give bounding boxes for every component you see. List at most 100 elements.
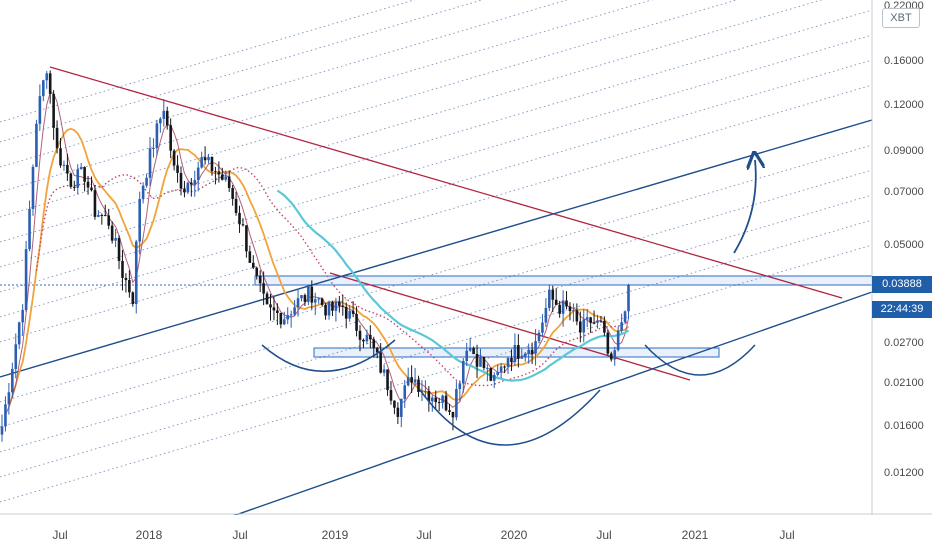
candle-body xyxy=(389,390,393,401)
channel-dotted-line xyxy=(0,169,873,428)
x-axis-bg xyxy=(0,515,932,550)
candle-body xyxy=(24,249,28,310)
candle-body xyxy=(382,369,386,373)
candle-body xyxy=(468,348,472,351)
resistance-box xyxy=(254,275,873,286)
candle-body xyxy=(372,339,376,349)
candle-body xyxy=(117,238,121,261)
y-tick-label: 0.12000 xyxy=(884,99,924,111)
candle-body xyxy=(121,260,124,278)
candle-body xyxy=(596,320,599,323)
candle-body xyxy=(413,379,417,383)
candle-body xyxy=(245,225,248,252)
x-tick-label: Jul xyxy=(52,528,67,542)
candle-body xyxy=(403,385,407,399)
candle-body xyxy=(169,125,172,151)
candle-body xyxy=(627,284,630,312)
candle-body xyxy=(616,330,620,351)
candle-body xyxy=(97,214,100,217)
candle-body xyxy=(444,395,448,411)
candle-body xyxy=(86,181,90,188)
candle-body xyxy=(190,182,193,185)
candle-body xyxy=(534,341,537,354)
candle-body xyxy=(234,198,238,213)
channel-dotted-line xyxy=(0,0,569,168)
candle-body xyxy=(272,307,276,311)
candle-body xyxy=(496,371,499,375)
candle-body xyxy=(128,280,131,293)
candle-body xyxy=(62,164,66,166)
candle-body xyxy=(365,334,369,342)
y-tick-label: 0.05000 xyxy=(884,239,924,251)
candle-body xyxy=(451,411,455,418)
candles xyxy=(0,70,630,442)
candle-body xyxy=(348,310,351,319)
channel-dotted-line xyxy=(0,0,738,218)
support-resistance-boxes xyxy=(0,275,873,358)
candle-body xyxy=(489,367,493,381)
symbol-badge: XBT xyxy=(882,8,920,28)
candle-body xyxy=(313,299,317,303)
candle-body xyxy=(35,123,38,167)
candle-body xyxy=(210,156,214,172)
candle-body xyxy=(599,320,603,322)
candle-body xyxy=(417,379,420,392)
candle-body xyxy=(293,307,296,315)
candle-body xyxy=(544,307,548,323)
candle-body xyxy=(465,350,469,361)
candle-body xyxy=(66,164,69,174)
channel-dotted-line xyxy=(0,0,654,193)
pattern-annotations xyxy=(261,160,756,446)
y-tick-label: 0.07000 xyxy=(884,186,924,198)
candle-body xyxy=(448,410,451,412)
candle-body xyxy=(331,301,334,311)
candle-body xyxy=(499,366,503,372)
candle-body xyxy=(475,354,479,367)
candle-body xyxy=(527,349,530,354)
candle-body xyxy=(282,319,286,325)
channel-dotted-line xyxy=(0,194,873,453)
ma-cyan-line xyxy=(276,189,630,382)
candle-body xyxy=(258,275,262,284)
y-tick-label: 0.16000 xyxy=(884,55,924,67)
candle-body xyxy=(276,310,279,313)
candle-body xyxy=(320,298,324,305)
candle-body xyxy=(455,389,458,418)
y-tick-label: 0.01200 xyxy=(884,467,924,479)
candle-body xyxy=(4,404,7,427)
candle-body xyxy=(217,171,221,175)
candle-body xyxy=(28,208,31,250)
candle-body xyxy=(327,301,331,316)
candle-body xyxy=(410,377,413,383)
candle-body xyxy=(430,397,434,402)
candle-body xyxy=(69,173,73,187)
right-shoulder-arc xyxy=(644,344,756,376)
candle-body xyxy=(289,314,293,316)
candle-body xyxy=(589,317,592,323)
x-tick-label: 2020 xyxy=(501,528,528,542)
candle-body xyxy=(572,310,575,312)
candle-body xyxy=(296,298,300,308)
descending-trendline-inner xyxy=(329,272,691,381)
x-tick-label: 2018 xyxy=(136,528,163,542)
candle-body xyxy=(186,182,190,193)
candle-body xyxy=(592,322,596,324)
candle-body xyxy=(510,357,513,362)
candle-body xyxy=(79,167,83,170)
candle-body xyxy=(145,177,148,186)
candle-body xyxy=(155,123,159,148)
candle-body xyxy=(396,407,400,417)
channel-dotted-line xyxy=(0,0,484,143)
x-tick-label: 2021 xyxy=(682,528,709,542)
candle-body xyxy=(351,310,355,314)
candle-body xyxy=(620,322,623,331)
candle-body xyxy=(344,306,348,319)
candle-body xyxy=(159,118,162,124)
y-tick-label: 0.02100 xyxy=(884,377,924,389)
candle-body xyxy=(141,185,145,199)
candle-body xyxy=(110,225,114,241)
candle-body xyxy=(334,301,338,311)
candle-body xyxy=(303,295,307,302)
